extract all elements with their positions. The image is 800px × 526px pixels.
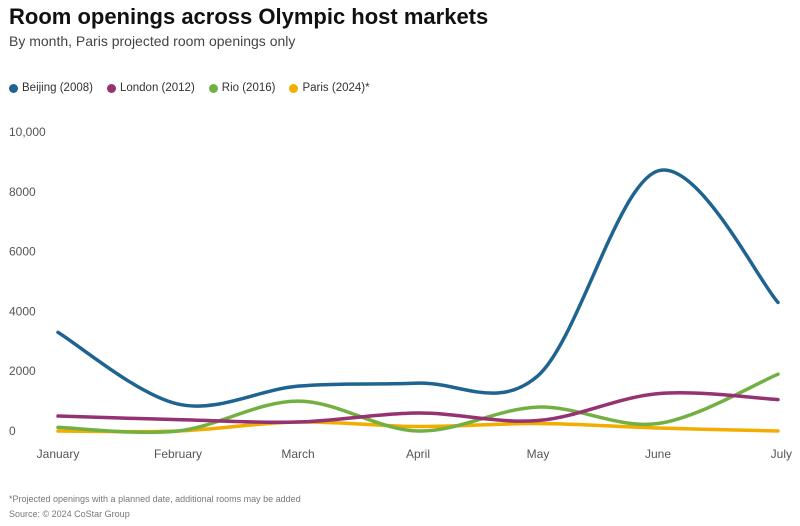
x-tick-label: July bbox=[771, 447, 792, 461]
series-line-london bbox=[56, 391, 780, 425]
legend-swatch bbox=[208, 83, 218, 93]
x-tick-label: March bbox=[281, 447, 314, 461]
y-tick-label: 4000 bbox=[9, 304, 36, 318]
y-tick-label: 2000 bbox=[9, 364, 36, 378]
y-tick-label: 0 bbox=[9, 424, 16, 438]
source-note: Source: © 2024 CoStar Group bbox=[9, 509, 130, 519]
footnote: *Projected openings with a planned date,… bbox=[9, 494, 301, 504]
x-tick-label: June bbox=[645, 447, 671, 461]
legend-swatch bbox=[289, 83, 299, 93]
x-tick-label: April bbox=[406, 447, 430, 461]
legend-item: London (2012) bbox=[106, 82, 195, 94]
legend-label: Rio (2016) bbox=[221, 82, 276, 94]
chart-subtitle: By month, Paris projected room openings … bbox=[9, 33, 296, 49]
x-tick-label: February bbox=[154, 447, 202, 461]
legend-label: Paris (2024)* bbox=[302, 82, 370, 94]
legend-label: London (2012) bbox=[119, 82, 195, 94]
chart-title: Room openings across Olympic host market… bbox=[9, 4, 489, 29]
legend-swatch bbox=[9, 83, 18, 93]
legend-item: Rio (2016) bbox=[208, 82, 276, 94]
legend-swatch bbox=[106, 83, 116, 93]
legend-item: Paris (2024)* bbox=[289, 82, 370, 94]
x-tick-label: May bbox=[527, 447, 550, 461]
legend: Beijing (2008) London (2012) Rio (2016) Par… bbox=[9, 82, 370, 94]
y-tick-label: 6000 bbox=[9, 245, 36, 259]
series-line-beijing bbox=[56, 168, 780, 408]
legend-item: Beijing (2008) bbox=[9, 82, 93, 94]
y-tick-label: 8000 bbox=[9, 185, 36, 199]
legend-label: Beijing (2008) bbox=[22, 82, 93, 94]
x-tick-label: January bbox=[37, 447, 80, 461]
series-line-rio bbox=[56, 372, 780, 435]
y-tick-label: 10,000 bbox=[9, 125, 46, 139]
